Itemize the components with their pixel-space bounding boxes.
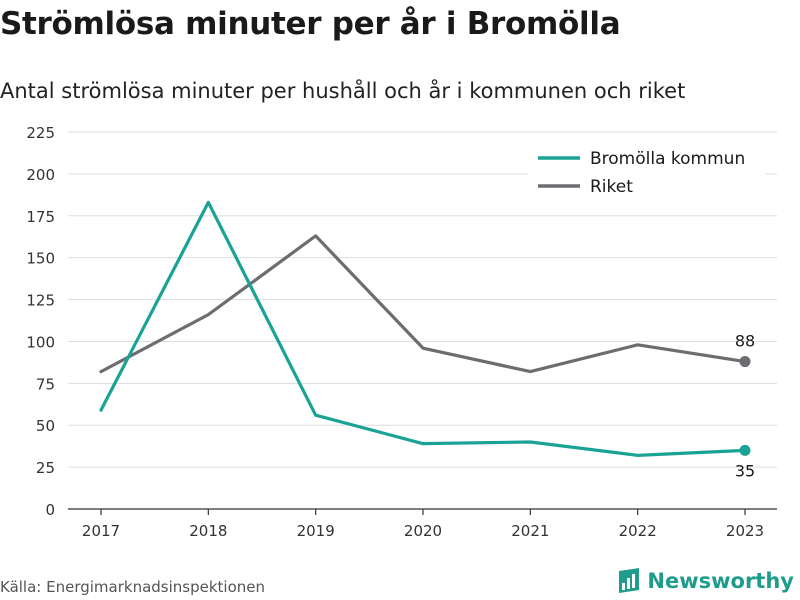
brand-name: Newsworthy <box>647 569 794 593</box>
brand-logo: Newsworthy <box>617 568 794 594</box>
y-tick-label: 75 <box>36 375 55 393</box>
chart-title: Strömlösa minuter per år i Bromölla <box>0 6 621 42</box>
y-tick-label: 150 <box>26 250 55 268</box>
end-value-label: 35 <box>735 461 755 480</box>
y-tick-label: 175 <box>26 208 55 226</box>
legend-box <box>528 140 766 206</box>
bar-chart-icon <box>619 568 640 593</box>
y-tick-label: 125 <box>26 292 55 310</box>
chart-subtitle: Antal strömlösa minuter per hushåll och … <box>0 79 686 103</box>
x-tick-label: 2023 <box>726 522 764 540</box>
end-point-marker <box>739 444 751 456</box>
end-point-marker <box>739 356 751 368</box>
x-tick-label: 2018 <box>189 522 227 540</box>
series-line-riket <box>99 234 747 374</box>
x-tick-label: 2022 <box>619 522 657 540</box>
end-value-label: 88 <box>735 332 755 351</box>
y-tick-label: 50 <box>36 417 55 435</box>
legend-label: Riket <box>590 177 633 197</box>
y-tick-label: 100 <box>26 333 55 351</box>
legend-label: Bromölla kommun <box>590 149 745 169</box>
source-note: Källa: Energimarknadsinspektionen <box>0 578 266 596</box>
x-tick-label: 2019 <box>297 522 335 540</box>
x-tick-label: 2021 <box>511 522 549 540</box>
y-tick-label: 225 <box>26 124 55 142</box>
y-tick-label: 200 <box>26 166 55 184</box>
y-tick-label: 25 <box>36 459 55 477</box>
line-chart: 0 25 50 75 100 125 150 175 200 225 2017 2018 2019 202… <box>26 124 777 540</box>
series-line-bromolla <box>99 200 747 457</box>
x-tick-label: 2017 <box>82 522 120 540</box>
y-tick-label: 0 <box>45 501 55 519</box>
x-tick-label: 2020 <box>404 522 442 540</box>
